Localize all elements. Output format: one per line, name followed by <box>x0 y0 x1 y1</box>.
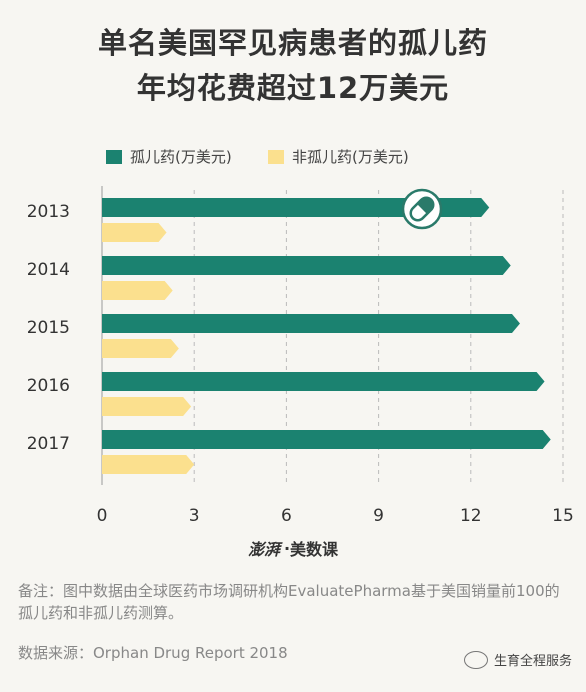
bars <box>102 198 551 474</box>
bar-non-orphan-2015 <box>102 339 179 358</box>
bar-orphan-2017 <box>102 430 551 449</box>
chart-title-line-2: 年均花费超过12万美元 <box>136 71 450 105</box>
bar-orphan-2013 <box>102 198 490 217</box>
x-tick-label: 6 <box>281 506 292 526</box>
legend-label: 孤儿药(万美元) <box>130 148 232 166</box>
bar-orphan-2015 <box>102 314 520 333</box>
legend-swatch <box>106 150 122 164</box>
axis-labels: 0 3 6 9 12 15 2013 2014 2015 2016 2017 <box>27 202 574 526</box>
bar-non-orphan-2013 <box>102 223 167 242</box>
y-category-label: 2014 <box>27 260 70 280</box>
legend-swatch <box>268 150 284 164</box>
footnote: 备注：图中数据由全球医药市场调研机构EvaluatePharma基于美国销量前1… <box>18 582 560 622</box>
data-source: 数据来源：Orphan Drug Report 2018 <box>18 644 288 662</box>
bar-non-orphan-2014 <box>102 281 173 300</box>
y-category-label: 2016 <box>27 376 70 396</box>
x-tick-label: 3 <box>189 506 200 526</box>
bar-orphan-2016 <box>102 372 545 391</box>
y-category-label: 2013 <box>27 202 70 222</box>
pill-icon <box>401 188 443 230</box>
chart-title-line-1: 单名美国罕见病患者的孤儿药 <box>97 26 488 60</box>
watermark-text: 生育全程服务 <box>493 654 572 669</box>
x-tick-label: 15 <box>552 506 574 526</box>
the-paper-logo: 澎湃 · 美数课 <box>231 534 355 562</box>
logo-mark: 澎湃 <box>247 540 280 559</box>
bar-chart: 孤儿药(万美元) 非孤儿药(万美元) 0 3 6 9 12 15 2013 2014 2015 20… <box>27 148 574 526</box>
y-category-label: 2015 <box>27 318 70 338</box>
legend: 孤儿药(万美元) 非孤儿药(万美元) <box>106 148 409 166</box>
bar-non-orphan-2016 <box>102 397 192 416</box>
bar-non-orphan-2017 <box>102 455 195 474</box>
y-category-label: 2017 <box>27 434 70 454</box>
x-tick-label: 12 <box>460 506 482 526</box>
logo-text: 美数课 <box>290 540 339 559</box>
x-tick-label: 9 <box>373 506 384 526</box>
wechat-icon <box>463 650 488 669</box>
watermark: 生育全程服务 <box>463 650 572 669</box>
x-tick-label: 0 <box>97 506 108 526</box>
legend-label: 非孤儿药(万美元) <box>292 148 409 166</box>
bar-orphan-2014 <box>102 256 511 275</box>
logo-dot: · <box>283 538 291 558</box>
